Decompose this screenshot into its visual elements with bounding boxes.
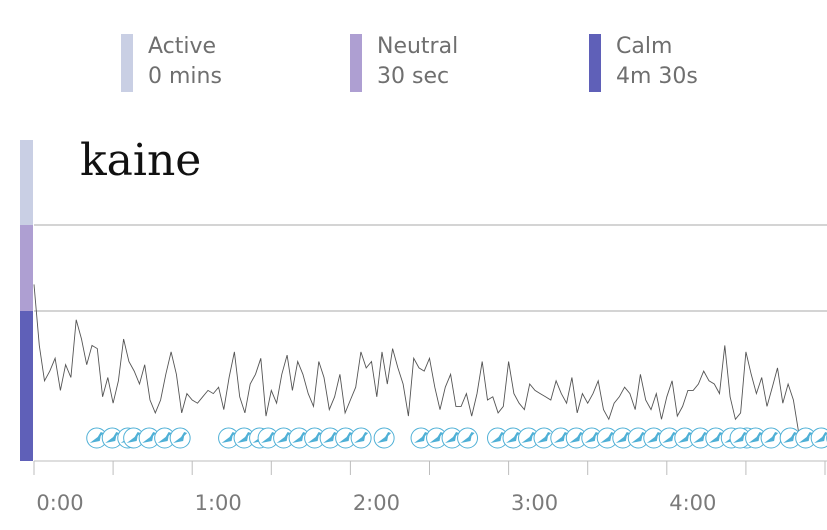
bird-icon: [810, 427, 827, 449]
legend-value-active: 0 mins: [148, 64, 222, 89]
band-neutral: [20, 225, 33, 311]
bird-icon: [487, 427, 509, 449]
bird-icon: [350, 427, 372, 449]
legend-swatch-neutral: [350, 34, 362, 92]
legend-label-active: Active: [148, 34, 217, 59]
chart-title: kaine: [80, 135, 202, 186]
bird-icon: [643, 427, 665, 449]
bird-icon: [565, 427, 587, 449]
bird-icon: [319, 427, 341, 449]
x-tick-label: 4:00: [669, 491, 716, 515]
bird-icon: [581, 427, 603, 449]
bird-icon: [705, 427, 727, 449]
x-tick-label: 0:00: [36, 491, 83, 515]
legend-value-neutral: 30 sec: [377, 64, 450, 89]
bird-icon: [760, 427, 782, 449]
bird-icon: [169, 427, 191, 449]
legend-label-neutral: Neutral: [377, 34, 459, 59]
bird-icon: [457, 427, 479, 449]
x-tick-label: 3:00: [511, 491, 558, 515]
legend-swatch-calm: [589, 34, 601, 92]
calm-line: [33, 284, 820, 433]
x-tick-label: 1:00: [195, 491, 242, 515]
bird-icon: [154, 427, 176, 449]
legend-value-calm: 4m 30s: [616, 64, 698, 89]
bird-icon: [218, 427, 240, 449]
band-active: [20, 140, 33, 225]
bird-icon: [288, 427, 310, 449]
legend-swatch-active: [121, 34, 133, 92]
x-tick-label: 2:00: [353, 491, 400, 515]
band-calm: [20, 311, 33, 461]
bird-icon: [373, 427, 395, 449]
bird-icon: [518, 427, 540, 449]
legend-label-calm: Calm: [616, 34, 673, 59]
bird-icon: [101, 427, 123, 449]
